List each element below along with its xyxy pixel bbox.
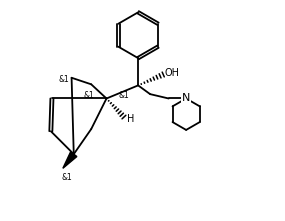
Text: &1: &1 xyxy=(58,75,69,84)
Text: OH: OH xyxy=(165,69,180,78)
Text: &1: &1 xyxy=(84,91,94,100)
Polygon shape xyxy=(63,152,77,168)
Text: H: H xyxy=(127,114,134,124)
Text: &1: &1 xyxy=(119,91,129,100)
Text: &1: &1 xyxy=(62,173,73,182)
Text: N: N xyxy=(182,93,190,103)
